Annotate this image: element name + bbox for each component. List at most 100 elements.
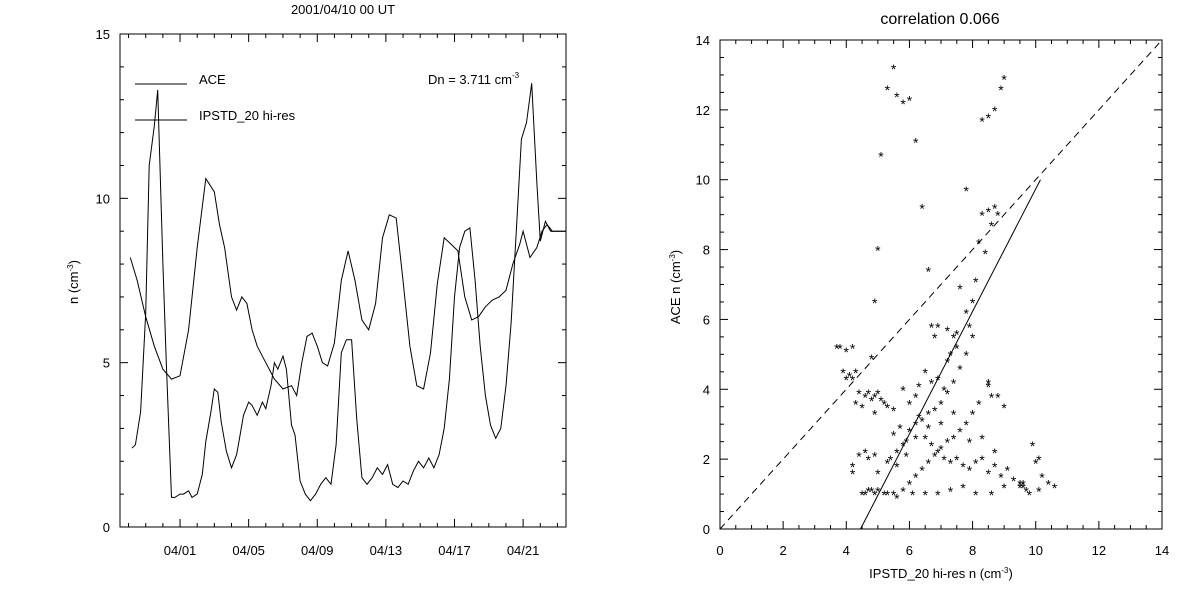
- scatter-point: *: [973, 274, 979, 290]
- scatter-point: *: [916, 410, 922, 426]
- scatter-point: *: [885, 487, 891, 503]
- scatter-point: *: [844, 372, 850, 388]
- scatter-point: *: [929, 319, 935, 335]
- scatter-point: *: [919, 201, 925, 217]
- scatter-point: *: [989, 218, 995, 234]
- scatter-point: *: [885, 82, 891, 98]
- series-line-ace: [131, 83, 566, 502]
- scatter-point: *: [926, 264, 932, 280]
- scatter-point: *: [989, 487, 995, 503]
- scatter-point: *: [945, 435, 951, 451]
- scatter-point: *: [945, 354, 951, 370]
- scatter-point: *: [970, 330, 976, 346]
- scatter-point: *: [929, 375, 935, 391]
- scatter-point: *: [1039, 470, 1045, 486]
- scatter-point: *: [913, 470, 919, 486]
- scatter-point: *: [976, 396, 982, 412]
- scatter-point: *: [941, 382, 947, 398]
- right-y-axis-label: ACE n (cm-3): [668, 250, 683, 324]
- scatter-point: *: [998, 470, 1004, 486]
- scatter-point: *: [964, 417, 970, 433]
- left-y-tick-label: 15: [96, 27, 110, 42]
- legend-label-ace: ACE: [199, 72, 226, 87]
- scatter-point: *: [948, 456, 954, 472]
- right-y-tick-label: 0: [703, 522, 710, 537]
- right-x-tick-label: 4: [843, 543, 850, 558]
- scatter-point: *: [872, 487, 878, 503]
- scatter-point: *: [935, 372, 941, 388]
- scatter-point: *: [986, 466, 992, 482]
- right-y-tick-label: 8: [703, 243, 710, 258]
- scatter-point: *: [957, 281, 963, 297]
- scatter-point: *: [900, 382, 906, 398]
- scatter-point: *: [1030, 438, 1036, 454]
- scatter-point: *: [891, 61, 897, 77]
- scatter-point: *: [913, 431, 919, 447]
- scatter-point: *: [881, 487, 887, 503]
- scatter-point: *: [872, 389, 878, 405]
- scatter-point: *: [932, 449, 938, 465]
- scatter-point: *: [1001, 400, 1007, 416]
- scatter-point: *: [1052, 480, 1058, 496]
- scatter-point: *: [951, 375, 957, 391]
- right-y-tick-label: 12: [696, 103, 710, 118]
- scatter-point: *: [1033, 456, 1039, 472]
- scatter-point: *: [863, 389, 869, 405]
- scatter-point: *: [900, 438, 906, 454]
- scatter-point: *: [979, 431, 985, 447]
- scatter-point: *: [945, 323, 951, 339]
- fit-line: [860, 179, 1041, 530]
- scatter-point: *: [1005, 463, 1011, 479]
- scatter-point: *: [891, 487, 897, 503]
- scatter-point: *: [922, 431, 928, 447]
- scatter-point: *: [929, 438, 935, 454]
- scatter-point: *: [1027, 487, 1033, 503]
- scatter-point: *: [935, 319, 941, 335]
- scatter-point: *: [986, 375, 992, 391]
- scatter-point: *: [859, 487, 865, 503]
- right-y-tick-label: 4: [703, 382, 710, 397]
- scatter-point: *: [850, 466, 856, 482]
- scatter-point: *: [844, 344, 850, 360]
- right-y-tick-label: 14: [696, 33, 710, 48]
- scatter-point: *: [847, 368, 853, 384]
- scatter-point: *: [872, 407, 878, 423]
- right-x-tick-label: 6: [906, 543, 913, 558]
- scatter-point: *: [932, 403, 938, 419]
- left-x-tick-label: 04/01: [164, 543, 197, 558]
- scatter-point: *: [926, 421, 932, 437]
- right-y-tick-label: 6: [703, 312, 710, 327]
- scatter-point: *: [863, 445, 869, 461]
- scatter-point: *: [866, 484, 872, 500]
- scatter-point: *: [837, 340, 843, 356]
- scatter-point: *: [875, 243, 881, 259]
- scatter-point: *: [922, 365, 928, 381]
- scatter-point: *: [1011, 473, 1017, 489]
- scatter-point: *: [951, 431, 957, 447]
- scatter-point: *: [948, 347, 954, 363]
- scatter-point: *: [954, 452, 960, 468]
- scatter-point: *: [872, 449, 878, 465]
- scatter-point: *: [900, 484, 906, 500]
- scatter-point: *: [992, 445, 998, 461]
- scatter-point: *: [957, 361, 963, 377]
- scatter-point: *: [840, 365, 846, 381]
- left-y-axis: 0 5 10 15: [96, 27, 566, 535]
- scatter-point: *: [904, 449, 910, 465]
- scatter-point: *: [992, 201, 998, 217]
- left-legend: ACE IPSTD_20 hi-res: [135, 72, 296, 123]
- left-x-tick-label: 04/09: [301, 543, 334, 558]
- scatter-point: *: [973, 487, 979, 503]
- scatter-point: *: [919, 463, 925, 479]
- scatter-point: *: [907, 396, 913, 412]
- scatter-point: *: [938, 417, 944, 433]
- scatter-point: *: [986, 379, 992, 395]
- scatter-point: *: [888, 452, 894, 468]
- scatter-point: *: [881, 396, 887, 412]
- scatter-point: *: [872, 295, 878, 311]
- scatter-point: *: [875, 466, 881, 482]
- scatter-point: *: [935, 445, 941, 461]
- right-x-tick-label: 0: [716, 543, 723, 558]
- scatter-point: *: [904, 435, 910, 451]
